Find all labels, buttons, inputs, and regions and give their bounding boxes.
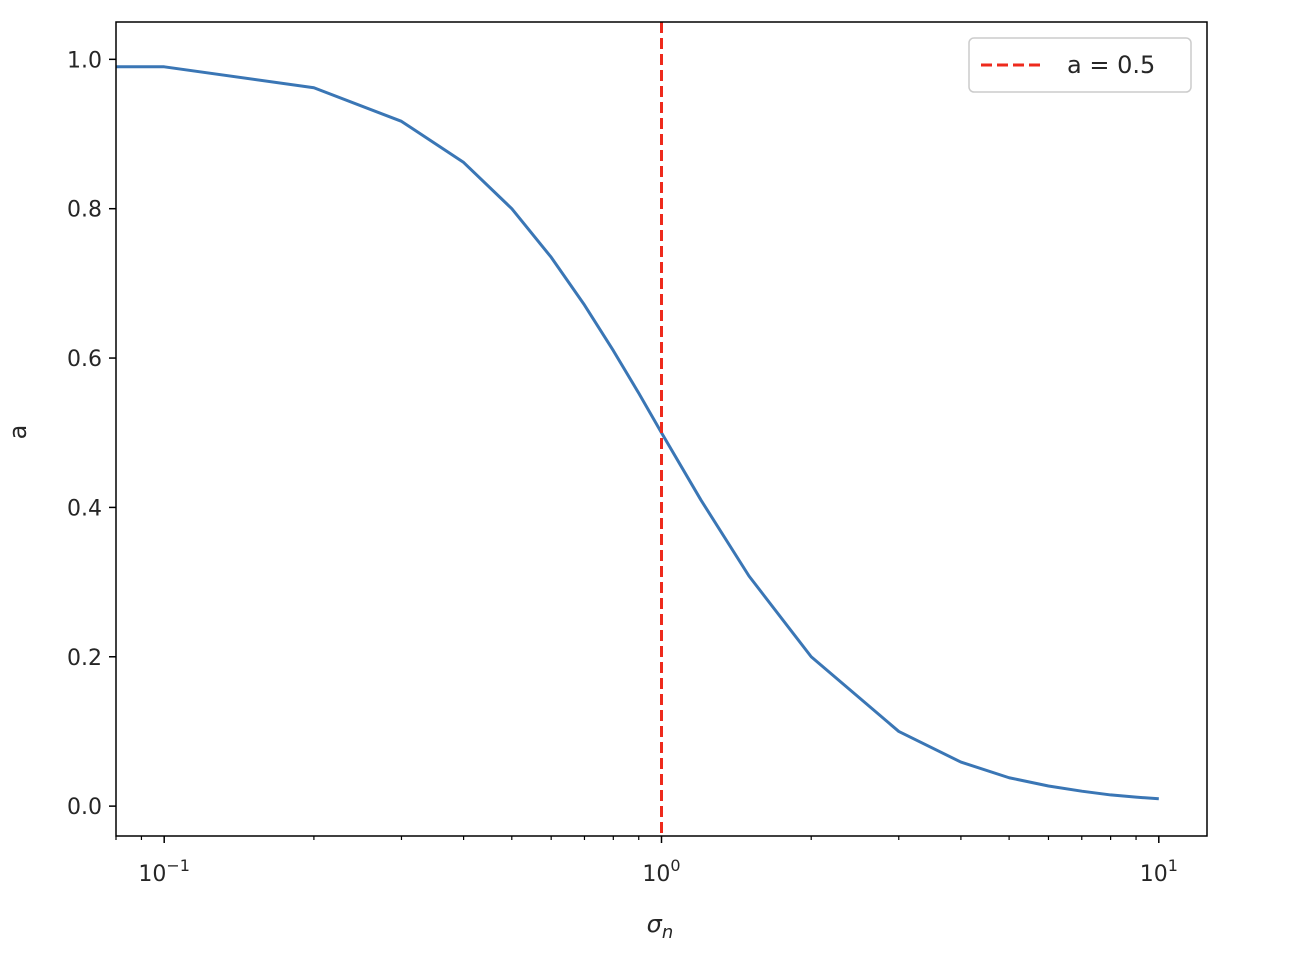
y-axis-label: a <box>4 425 32 440</box>
x-axis: 10−1 100 101 <box>115 836 1178 887</box>
x-tick-label: 100 <box>642 856 680 887</box>
plot-frame <box>115 21 1208 837</box>
x-axis-label-symbol: σ <box>647 910 663 938</box>
x-axis-label: σn <box>647 910 674 943</box>
y-tick-label: 0.4 <box>67 496 102 521</box>
y-axis: 0.0 0.2 0.4 0.6 0.8 1.0 <box>67 48 116 820</box>
legend: a = 0.5 <box>968 37 1192 93</box>
y-tick-label: 1.0 <box>67 48 102 73</box>
plot-area <box>116 22 1159 836</box>
y-tick-label: 0.6 <box>67 347 102 372</box>
legend-label: a = 0.5 <box>1067 51 1155 79</box>
y-tick-label: 0.0 <box>67 795 102 820</box>
x-tick-label: 10−1 <box>138 856 190 887</box>
x-tick-label: 101 <box>1140 856 1178 887</box>
x-axis-label-subscript: n <box>662 922 673 943</box>
legend-box <box>968 37 1192 93</box>
y-tick-label: 0.2 <box>67 646 102 671</box>
y-tick-label: 0.8 <box>67 198 102 223</box>
series-line-0 <box>116 65 1159 801</box>
